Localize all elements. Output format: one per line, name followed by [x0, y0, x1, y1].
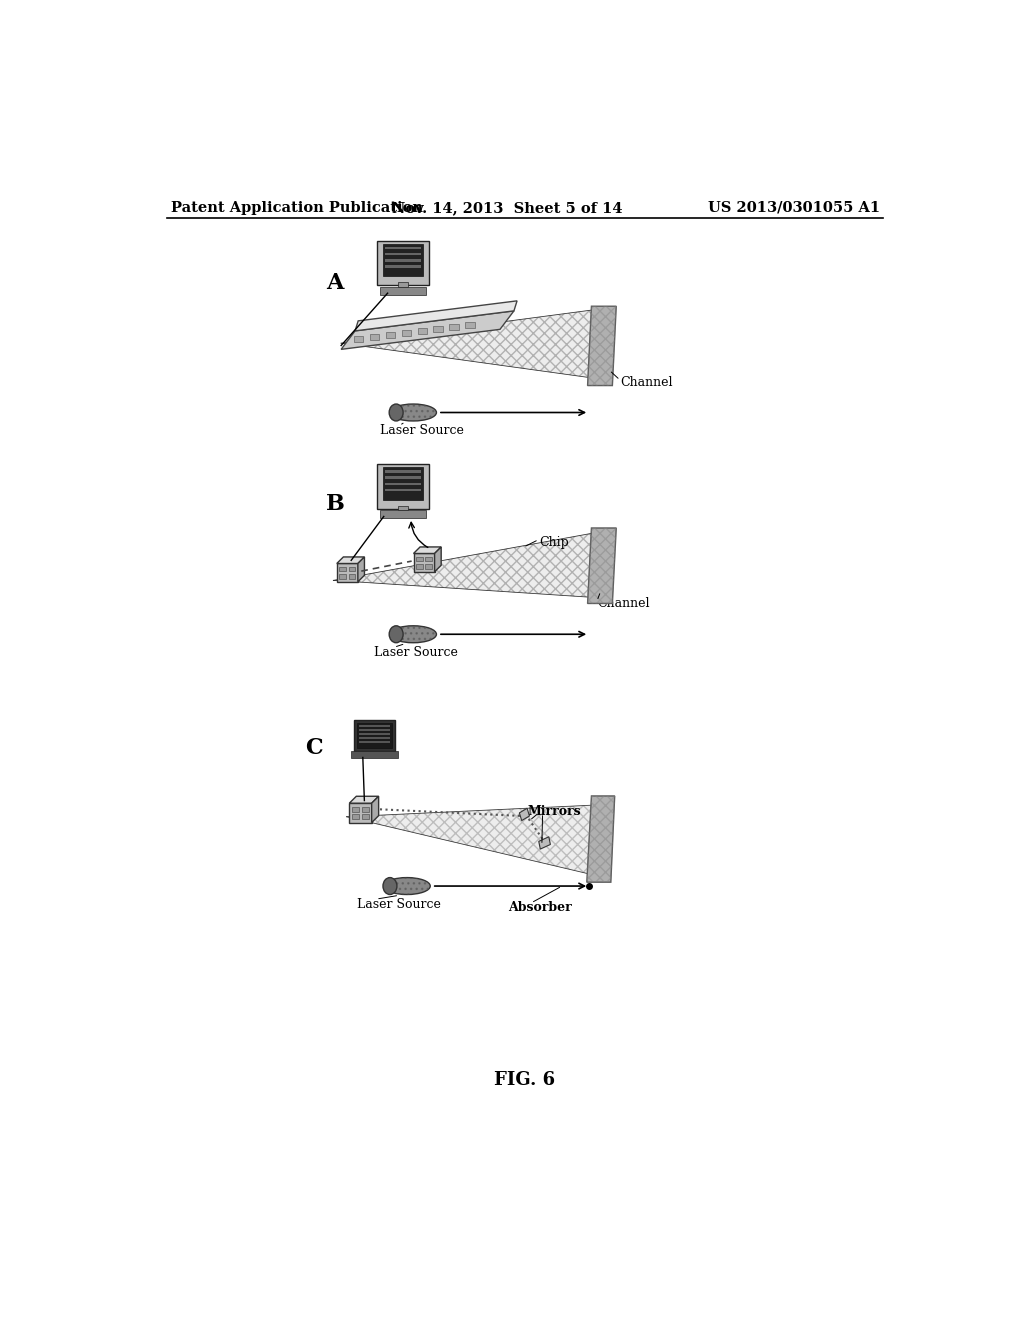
Bar — [385, 483, 421, 484]
Polygon shape — [372, 796, 379, 822]
Bar — [354, 337, 364, 342]
Text: Laser Source: Laser Source — [380, 424, 464, 437]
Bar — [418, 329, 427, 334]
Bar — [433, 326, 442, 333]
Bar — [351, 751, 397, 758]
Bar — [349, 803, 372, 822]
Text: FIG. 6: FIG. 6 — [495, 1071, 555, 1089]
Bar — [359, 741, 389, 743]
Text: Absorber: Absorber — [508, 902, 571, 915]
Text: Channel: Channel — [621, 376, 673, 389]
Bar — [383, 244, 423, 276]
Bar — [352, 807, 359, 812]
Bar — [337, 564, 357, 582]
Ellipse shape — [390, 626, 436, 643]
Bar — [339, 566, 346, 572]
Bar — [352, 814, 359, 820]
Bar — [377, 240, 429, 285]
Text: B: B — [326, 494, 344, 515]
Text: Chip: Chip — [539, 536, 568, 549]
Polygon shape — [588, 306, 616, 385]
Text: Nov. 14, 2013  Sheet 5 of 14: Nov. 14, 2013 Sheet 5 of 14 — [392, 201, 623, 215]
Bar — [385, 488, 421, 491]
Polygon shape — [346, 805, 592, 874]
Bar — [359, 729, 389, 731]
Text: Laser Source: Laser Source — [356, 898, 440, 911]
Polygon shape — [341, 310, 592, 378]
Ellipse shape — [383, 878, 397, 895]
Bar — [465, 322, 474, 329]
Bar — [359, 733, 389, 735]
Ellipse shape — [389, 404, 403, 421]
Ellipse shape — [389, 626, 403, 643]
Bar — [348, 566, 355, 572]
Bar — [401, 330, 411, 337]
Bar — [357, 723, 391, 748]
Bar — [380, 511, 426, 517]
Text: Mirrors: Mirrors — [527, 805, 581, 818]
Polygon shape — [355, 301, 517, 331]
Bar — [416, 564, 423, 569]
Polygon shape — [334, 533, 592, 597]
Bar — [380, 286, 426, 294]
Polygon shape — [414, 546, 441, 553]
Bar — [361, 814, 369, 820]
Bar — [425, 557, 432, 561]
Bar — [416, 557, 423, 561]
Bar — [361, 807, 369, 812]
Polygon shape — [539, 837, 550, 849]
Bar — [450, 325, 459, 330]
Bar — [385, 265, 421, 268]
Bar — [354, 719, 395, 751]
Bar — [348, 574, 355, 578]
Text: Patent Application Publication: Patent Application Publication — [171, 201, 423, 215]
Bar — [398, 282, 408, 286]
Bar — [398, 506, 408, 511]
Polygon shape — [434, 546, 441, 572]
Text: Laser Source: Laser Source — [375, 645, 459, 659]
Polygon shape — [337, 557, 365, 564]
Bar — [385, 247, 421, 249]
Bar — [339, 574, 346, 578]
Bar — [385, 253, 421, 256]
Polygon shape — [587, 796, 614, 882]
Polygon shape — [588, 528, 616, 603]
Ellipse shape — [384, 878, 430, 895]
Bar — [425, 564, 432, 569]
Text: Channel: Channel — [597, 597, 649, 610]
Bar — [386, 333, 395, 338]
Ellipse shape — [390, 404, 436, 421]
Text: US 2013/0301055 A1: US 2013/0301055 A1 — [708, 201, 880, 215]
Polygon shape — [519, 808, 529, 821]
Bar — [383, 467, 423, 499]
Polygon shape — [357, 557, 365, 582]
Bar — [385, 477, 421, 479]
Bar — [377, 465, 429, 508]
Polygon shape — [349, 796, 379, 803]
Bar — [385, 470, 421, 473]
Bar — [359, 737, 389, 739]
Text: A: A — [326, 272, 343, 294]
Bar — [414, 553, 434, 572]
Bar — [359, 725, 389, 727]
Polygon shape — [341, 312, 514, 350]
Bar — [385, 259, 421, 261]
Text: C: C — [305, 738, 323, 759]
Bar — [370, 334, 379, 341]
